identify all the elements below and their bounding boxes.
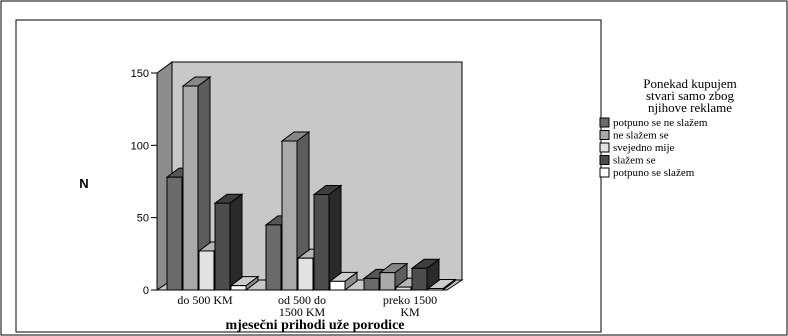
legend-swatch bbox=[599, 117, 610, 128]
y-tick-label: 100 bbox=[131, 140, 149, 152]
legend-swatch bbox=[599, 142, 610, 153]
x-axis: do 500 KM od 500 do 1500 KM preko 1500 KM bbox=[177, 293, 437, 319]
bar-front bbox=[297, 257, 314, 291]
y-axis-title: N bbox=[79, 176, 88, 191]
x-tick-label: do 500 KM bbox=[177, 293, 233, 307]
legend-title: stvari samo zbog bbox=[646, 88, 735, 103]
legend-label: potpuno se slažem bbox=[613, 167, 695, 179]
bar-front bbox=[329, 280, 346, 291]
bar-front bbox=[230, 285, 247, 291]
x-tick-label: od 500 do 1500 KM bbox=[278, 293, 326, 319]
bar-front bbox=[198, 250, 215, 291]
y-axis: 0 50 100 150 bbox=[131, 68, 157, 297]
bar-front bbox=[214, 202, 231, 291]
bar bbox=[378, 262, 409, 291]
bar bbox=[213, 193, 244, 291]
x-axis-title: mjesečni prihodi uže porodice bbox=[225, 318, 404, 333]
y-tick-label: 150 bbox=[131, 68, 149, 80]
bar-front bbox=[265, 224, 282, 291]
legend-label: potpuno se ne slažem bbox=[613, 117, 708, 129]
bars bbox=[165, 76, 457, 291]
legend-title: njihove reklame bbox=[648, 100, 732, 115]
legend-label: svejedno mije bbox=[613, 142, 675, 154]
legend-label: ne slažem se bbox=[613, 130, 669, 142]
bar-front bbox=[182, 85, 199, 291]
bar bbox=[229, 275, 260, 291]
bar bbox=[181, 76, 212, 291]
bar bbox=[328, 271, 359, 291]
legend-swatch bbox=[599, 167, 610, 178]
bar-front bbox=[427, 288, 444, 291]
bar bbox=[312, 184, 343, 291]
legend-title: Ponekad kupujem bbox=[643, 76, 737, 91]
bar-front bbox=[395, 286, 412, 291]
x-tick-label: preko 1500 KM bbox=[383, 293, 437, 319]
bar-front bbox=[411, 267, 428, 291]
legend-swatch bbox=[599, 130, 610, 140]
bar-side bbox=[229, 193, 243, 291]
bar-front bbox=[166, 176, 183, 291]
bar-front bbox=[379, 272, 396, 291]
y-tick-label: 50 bbox=[137, 213, 149, 225]
bar-front bbox=[363, 277, 380, 291]
bar-front bbox=[313, 194, 330, 291]
bar-front bbox=[281, 140, 298, 291]
y-tick-label: 0 bbox=[143, 285, 149, 297]
bar bbox=[280, 130, 311, 291]
legend-label: slažem se bbox=[613, 155, 656, 167]
legend-swatch bbox=[599, 155, 610, 165]
bar bbox=[426, 278, 457, 291]
